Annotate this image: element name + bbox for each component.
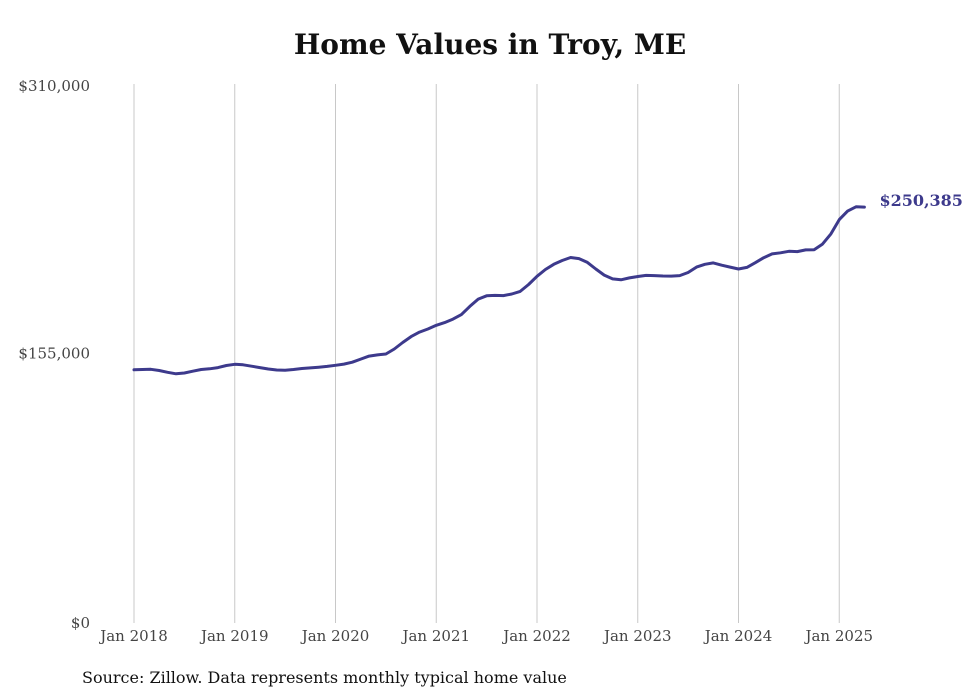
x-axis-tick-labels: Jan 2018 Jan 2019 Jan 2020 Jan 2021 Jan 2022… — [98, 627, 873, 645]
grid-lines — [133, 84, 840, 623]
x-tick-label: Jan 2019 — [199, 627, 269, 645]
x-tick-label: Jan 2018 — [98, 627, 168, 645]
x-tick-label: Jan 2022 — [501, 627, 571, 645]
y-tick-label: $155,000 — [18, 345, 90, 363]
series-line — [132, 205, 866, 376]
y-tick-label: $310,000 — [18, 77, 90, 95]
x-tick-label: Jan 2023 — [602, 627, 672, 645]
x-tick-label: Jan 2024 — [703, 627, 773, 645]
source-note: Source: Zillow. Data represents monthly … — [82, 668, 567, 687]
x-tick-label: Jan 2025 — [803, 627, 873, 645]
end-value-label: $250,385 — [879, 191, 963, 210]
x-tick-label: Jan 2020 — [300, 627, 370, 645]
chart-title: Home Values in Troy, ME — [293, 28, 687, 61]
y-axis-tick-labels: $0 $155,000 $310,000 — [18, 77, 90, 632]
x-tick-label: Jan 2021 — [400, 627, 470, 645]
series-layer: $250,385 — [132, 191, 963, 376]
y-tick-label: $0 — [71, 614, 90, 632]
